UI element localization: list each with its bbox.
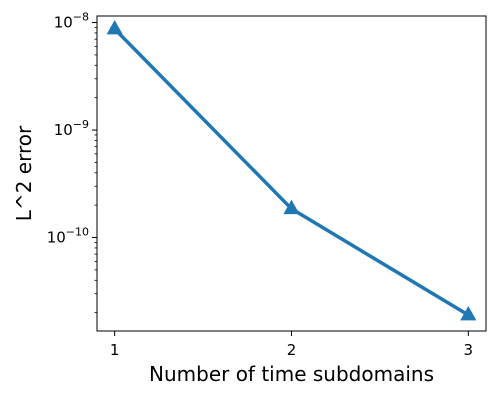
tick-labels: 1 2 3 10−10 10−9 10−8 [47, 11, 473, 359]
series-line [112, 27, 471, 317]
axis-ticks [92, 22, 469, 336]
data-point [460, 306, 477, 321]
plot-frame [96, 15, 487, 332]
y-axis-label: L^2 error [12, 125, 36, 221]
y-tick-label: 10−10 [47, 226, 89, 247]
data-point [106, 20, 123, 35]
y-tick-label: 10−8 [54, 11, 89, 32]
series-layer [106, 20, 477, 321]
y-tick-label: 10−9 [54, 118, 89, 139]
data-point [283, 199, 300, 215]
x-tick-label: 3 [464, 341, 474, 359]
x-tick-label: 2 [287, 341, 297, 359]
x-axis-label: Number of time subdomains [149, 362, 434, 386]
x-tick-label: 1 [110, 341, 120, 359]
